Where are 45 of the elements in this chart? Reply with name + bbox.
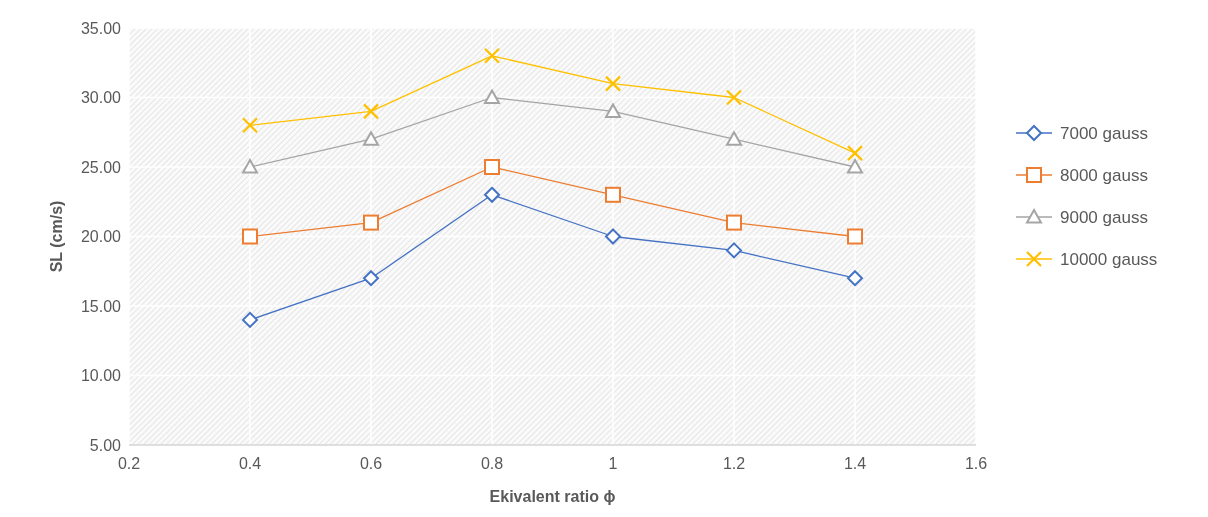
point [847, 270, 863, 287]
x-tick-label: 1.6 [964, 455, 988, 472]
point [725, 89, 743, 106]
legend-label: 9000 gauss [1060, 207, 1148, 227]
legend-label: 10000 gauss [1060, 249, 1158, 269]
point [605, 103, 621, 118]
legend-label: 8000 gauss [1060, 165, 1148, 185]
x-tick-label: 1 [608, 455, 618, 472]
y-tick-label: 35.00 [80, 19, 122, 37]
x-axis-title: Ekivalent ratio ϕ [489, 488, 616, 505]
point [726, 242, 742, 259]
y-tick-label: 15.00 [80, 297, 122, 315]
point [483, 47, 501, 64]
point [484, 159, 500, 175]
y-tick-label: 25.00 [80, 158, 122, 176]
point [484, 89, 500, 105]
x-tick-label: 0.4 [238, 455, 262, 472]
point [604, 75, 622, 92]
point [363, 270, 379, 287]
x-tick-label: 0.2 [117, 455, 141, 472]
x-tick-label: 1.4 [843, 455, 867, 472]
point [726, 131, 742, 146]
point [605, 186, 621, 203]
point [847, 159, 863, 174]
x-tick-label: 0.8 [480, 455, 504, 472]
y-tick-label: 30.00 [80, 89, 122, 107]
x-tick-label: 1.2 [722, 455, 746, 472]
point [846, 145, 864, 162]
point [242, 228, 258, 245]
x-tick-label: 0.6 [359, 455, 383, 472]
point [241, 117, 259, 134]
point [363, 214, 379, 231]
y-tick-label: 20.00 [80, 228, 122, 246]
y-tick-label: 10.00 [80, 367, 122, 385]
point [242, 159, 258, 174]
point [484, 186, 500, 203]
y-tick-label: 5.00 [89, 436, 122, 454]
point [605, 228, 621, 245]
point [242, 311, 258, 328]
point [847, 228, 863, 245]
point [363, 131, 379, 146]
legend-label: 7000 gauss [1060, 123, 1148, 143]
point [726, 214, 742, 231]
y-axis-title: SL (cm/s) [48, 200, 65, 273]
point [362, 103, 380, 120]
